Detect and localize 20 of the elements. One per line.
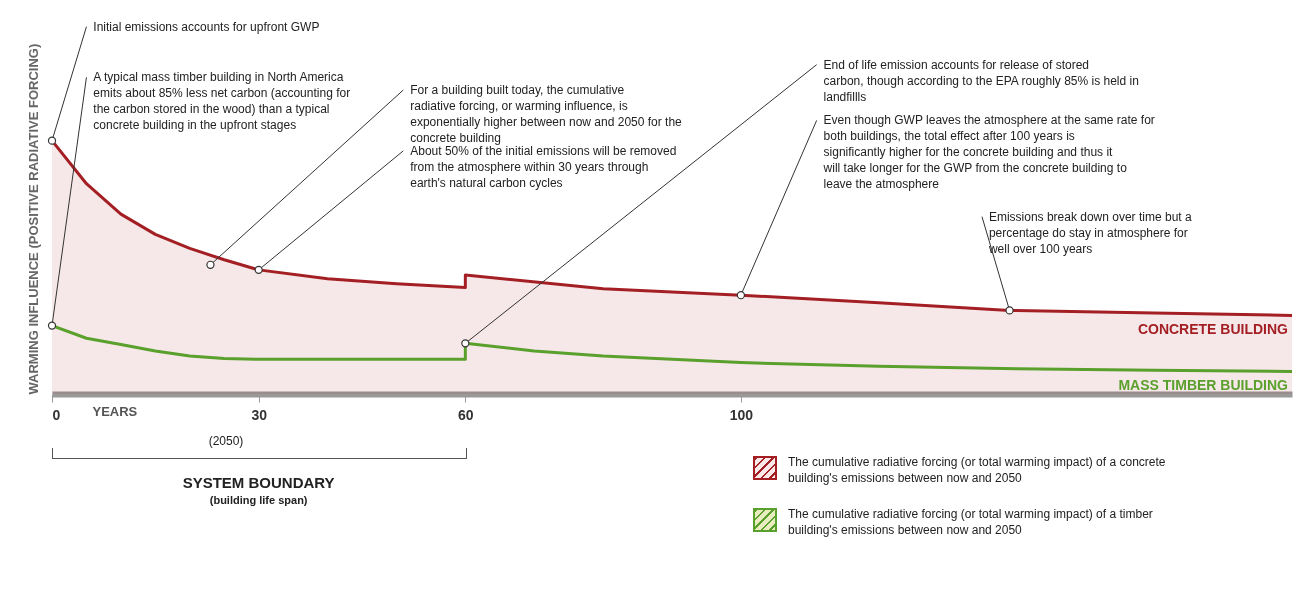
annotation: End of life emission accounts for release of stored carbon, though according to the EPA roughly 85% is held in landfillls — [823, 57, 1139, 104]
annotation: About 50% of the initial emissions will be removed from the atmosphere within 30 years through earth's natural carbon cycles — [410, 143, 677, 190]
annotation: Even though GWP leaves the atmosphere at the same rate for both buildings, the total effect after 100 years is significantly higher for the concrete building and thus it will take longer for the GWP from the concrete building to leave the atmosphere — [822, 113, 1155, 192]
series-label: CONCRETE BUILDING — [1137, 321, 1289, 338]
text: The cumulative radiative forcing (or total warming impact) of a concrete building's emissions between now and 2050 — [788, 454, 1167, 486]
series-label: MASS TIMBER BUILDING — [1118, 377, 1289, 394]
annotation: For a building built today, the cumulative radiative forcing, or warming influence, is exponentially higher between now and 2050 for the concrete building — [410, 82, 683, 145]
annotation: A typical mass timber building in North America emits about 85% less net carbon (accounting for the carbon stored in the wood) than a typical concrete building in the upfront stages — [93, 70, 351, 133]
x-tick-label: 100 — [729, 406, 754, 423]
x-tick-label: 0 — [52, 406, 61, 423]
y-axis-title: WARMING INFLUENCE (POSITIVE RADIATIVE FORCING) — [25, 43, 41, 395]
text: SYSTEM BOUNDARY — [181, 474, 336, 491]
x-tick-label: 30 — [251, 406, 268, 423]
x-tick-label: 60 — [458, 406, 474, 423]
annotation: Emissions break down over time but a percentage do stay in atmosphere for well over 100 years — [987, 209, 1192, 256]
text: (2050) — [207, 434, 245, 448]
annotation: Initial emissions accounts for upfront GWP — [93, 19, 320, 34]
text: The cumulative radiative forcing (or total warming impact) of a timber building's emissions between now and 2050 — [788, 506, 1154, 538]
text: (building life span) — [208, 494, 309, 506]
x-axis-title: YEARS — [92, 403, 138, 419]
